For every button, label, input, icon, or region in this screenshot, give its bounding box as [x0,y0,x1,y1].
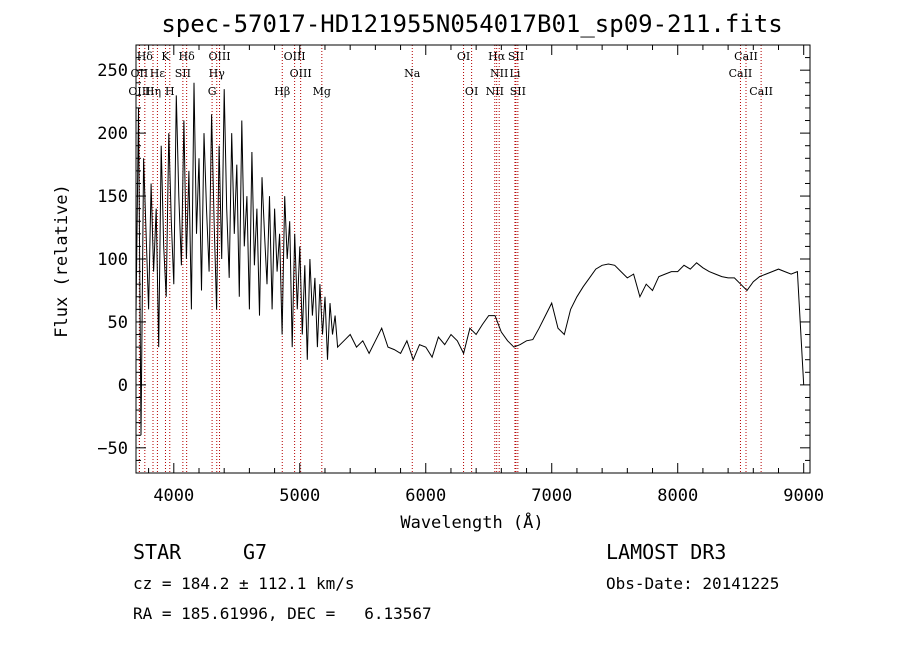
y-axis-label: Flux (relative) [52,184,72,338]
coordinates: RA = 185.61996, DEC = 6.13567 [133,604,432,623]
y-tick-label: 200 [97,124,128,144]
x-tick-label: 6000 [405,486,446,506]
y-tick-label: 250 [97,61,128,81]
spectral-line-label: CaII [734,50,758,63]
flux-series-line [135,82,805,436]
spectral-line-label: Hη [145,85,161,98]
y-tick-label: −50 [97,439,128,459]
x-tick-label: 4000 [153,486,194,506]
x-axis-label: Wavelength (Å) [400,511,543,533]
spectral-line-label: OIII [284,50,306,63]
y-tick-label: 100 [97,250,128,270]
spectral-line-label: Na [404,67,421,80]
spectral-line-label: H [165,85,175,98]
spectral-line-label: NII [490,67,508,80]
chart-title: spec-57017-HD121955N054017B01_sp09-211.f… [161,10,782,38]
survey-name: LAMOST DR3 [606,540,727,564]
x-tick-label: 7000 [531,486,572,506]
spectral-line-label: SII [175,67,191,80]
redshift-readout: cz = 184.2 ± 112.1 km/s [133,574,355,593]
spectral-line-label: Hε [150,67,166,80]
x-tick-label: 9000 [783,486,824,506]
y-tick-label: 0 [118,376,128,396]
spectral-line-label: Li [510,67,521,80]
spectral-line-label: CaII [749,85,773,98]
spectral-line-label: SII [510,85,526,98]
plot-frame [135,44,811,474]
obs-date: Obs-Date: 20141225 [606,574,780,593]
spectral-line-label: OIII [208,50,230,63]
spectral-line-label: K [161,50,170,63]
spectral-line-label: Hβ [274,85,290,98]
spectral-line-label: OIII [290,67,312,80]
spectral-line-label: CaII [729,67,753,80]
x-tick-label: 5000 [279,486,320,506]
spectral-line-label: OI [457,50,470,63]
object-subclass: G7 [243,540,268,564]
spectral-line-label: SII [508,50,524,63]
spectral-line-label: OIII [128,85,150,98]
object-class: STAR [133,540,182,564]
spectral-line-label: Hγ [209,67,226,80]
spectral-line-label: NII [486,85,504,98]
y-tick-label: 50 [108,313,128,333]
spectral-line-label: Hδ [137,50,154,63]
y-tick-label: 150 [97,187,128,207]
spectral-line-label: Hδ [179,50,196,63]
spectral-line-label: G [208,85,217,98]
spectral-line-label: OI [465,85,478,98]
x-tick-label: 8000 [657,486,698,506]
spectral-line-label: Hα [488,50,506,63]
spectral-line-label: Mg [313,85,331,98]
